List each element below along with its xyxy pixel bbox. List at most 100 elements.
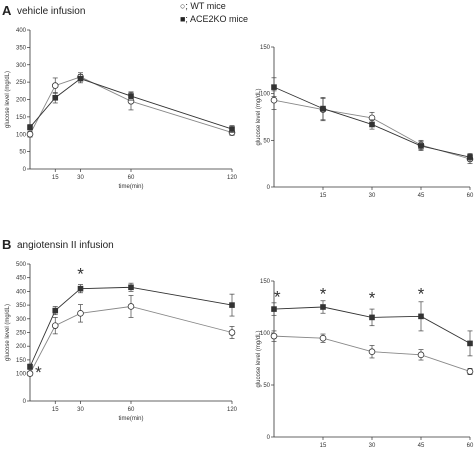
- series-ace2ko: [27, 74, 235, 133]
- y-tick-label: 0: [267, 185, 271, 191]
- x-tick-label: 30: [369, 193, 376, 199]
- data-point-circle: [270, 332, 278, 340]
- data-point-square: [52, 307, 59, 314]
- y-tick-label: 150: [260, 45, 271, 51]
- data-point-square: [418, 143, 424, 149]
- x-tick: 45: [418, 187, 425, 199]
- y-tick-label: 150: [16, 358, 27, 364]
- y-tick: 0: [23, 399, 30, 405]
- panel-title-b: angiotensin II infusion: [17, 240, 114, 251]
- x-tick-label: 120: [227, 407, 238, 413]
- y-tick: 0: [267, 435, 274, 441]
- data-point-circle: [228, 329, 236, 336]
- legend-item-wt: ○; WT mice: [180, 1, 226, 11]
- y-tick-label: 50: [263, 383, 270, 389]
- x-tick-label: 15: [52, 407, 59, 413]
- x-tick-label: 30: [369, 443, 376, 449]
- series-wt: [270, 330, 474, 375]
- data-point-square: [467, 340, 473, 347]
- x-tick-label: 45: [418, 443, 425, 449]
- y-tick-label: 100: [16, 372, 27, 378]
- y-tick-label: 0: [267, 435, 271, 441]
- y-tick-label: 100: [16, 132, 27, 138]
- y-tick: 150: [260, 279, 274, 285]
- data-point-square: [229, 302, 235, 308]
- data-point-square: [320, 304, 326, 310]
- data-point-square: [320, 105, 326, 112]
- y-axis-label: glucose level (mg/dL): [5, 304, 11, 361]
- data-point-circle: [26, 370, 34, 377]
- legend-item-ko: ■; ACE2KO mice: [180, 14, 248, 24]
- x-tick: 15: [320, 437, 327, 449]
- y-tick-label: 400: [16, 289, 27, 295]
- series-ace2ko: [27, 282, 235, 370]
- y-tick: 350: [16, 45, 30, 51]
- y-tick: 250: [16, 80, 30, 86]
- y-tick-label: 200: [16, 344, 27, 350]
- y-tick: 0: [267, 185, 274, 191]
- y-tick: 50: [19, 150, 30, 156]
- x-tick: 120: [227, 401, 238, 413]
- x-tick: 45: [418, 437, 425, 449]
- x-tick: 15: [52, 401, 59, 413]
- y-tick-label: 300: [16, 317, 27, 323]
- chart-b-left: 0 100 150 200 250 300 350 400 450 500 15 30 60 120 tim…: [5, 262, 238, 422]
- data-point-square: [27, 363, 33, 370]
- x-tick: 120: [227, 169, 238, 181]
- significance-star: *: [320, 284, 327, 303]
- x-tick-label: 15: [320, 443, 327, 449]
- significance-star: *: [418, 284, 425, 303]
- x-tick: 60: [128, 169, 135, 181]
- data-point-circle: [368, 348, 376, 356]
- x-tick: 60: [128, 401, 135, 413]
- y-tick-label: 250: [16, 80, 27, 86]
- data-point-circle: [51, 322, 59, 329]
- data-point-square: [418, 313, 424, 320]
- data-point-square: [128, 93, 134, 99]
- y-tick-label: 200: [16, 98, 27, 104]
- y-tick-label: 50: [263, 138, 270, 144]
- y-tick: 450: [16, 276, 30, 282]
- x-tick-label: 45: [418, 193, 425, 199]
- y-tick: 150: [16, 358, 30, 364]
- panel-letter-b: B: [2, 237, 11, 252]
- y-axis-label: glucose level (mg/dL): [256, 330, 262, 387]
- y-tick: 200: [16, 344, 30, 350]
- data-point-square: [52, 94, 59, 101]
- x-tick: 15: [52, 169, 59, 181]
- y-tick: 50: [263, 138, 274, 144]
- y-tick: 50: [263, 383, 274, 389]
- x-tick: 30: [77, 401, 84, 413]
- x-tick: 30: [369, 437, 376, 449]
- y-tick-label: 150: [16, 115, 27, 121]
- y-tick-label: 150: [260, 279, 271, 285]
- panel-letter-a: A: [2, 3, 12, 18]
- series-wt: [26, 295, 236, 377]
- x-tick-label: 30: [77, 175, 84, 181]
- y-tick: 0: [23, 167, 30, 173]
- y-tick-label: 350: [16, 303, 27, 309]
- significance-star: *: [77, 265, 84, 284]
- x-tick-label: 60: [128, 175, 135, 181]
- y-tick: 400: [16, 289, 30, 295]
- data-point-square: [77, 285, 84, 292]
- y-tick-label: 0: [23, 167, 27, 173]
- chart-b-right: 0 50 100 150 15 30 45 60 glucose level (mg/dL) * *…: [256, 279, 474, 449]
- chart-a-left: 0 50 100 150 200 250 300 350 400 15 30 60 120 time(mi…: [5, 28, 238, 190]
- chart-a-right: 0 50 100 150 15 30 45 60 glucose level (mg/dL): [256, 45, 474, 199]
- y-tick: 150: [260, 45, 274, 51]
- data-point-circle: [466, 368, 474, 375]
- series-ace2ko: [271, 300, 473, 357]
- y-tick-label: 100: [260, 331, 271, 337]
- y-axis-label: glucose level (mg/dL): [5, 71, 11, 128]
- x-tick: 15: [320, 187, 327, 199]
- data-point-circle: [26, 130, 34, 138]
- significance-star: *: [35, 363, 42, 382]
- series-ace2ko: [271, 77, 473, 162]
- x-tick-label: 15: [52, 175, 59, 181]
- data-point-square: [467, 154, 473, 160]
- significance-star: *: [274, 288, 281, 307]
- y-tick-label: 50: [19, 150, 26, 156]
- x-axis-label: time(min): [119, 184, 144, 190]
- y-tick-label: 300: [16, 63, 27, 69]
